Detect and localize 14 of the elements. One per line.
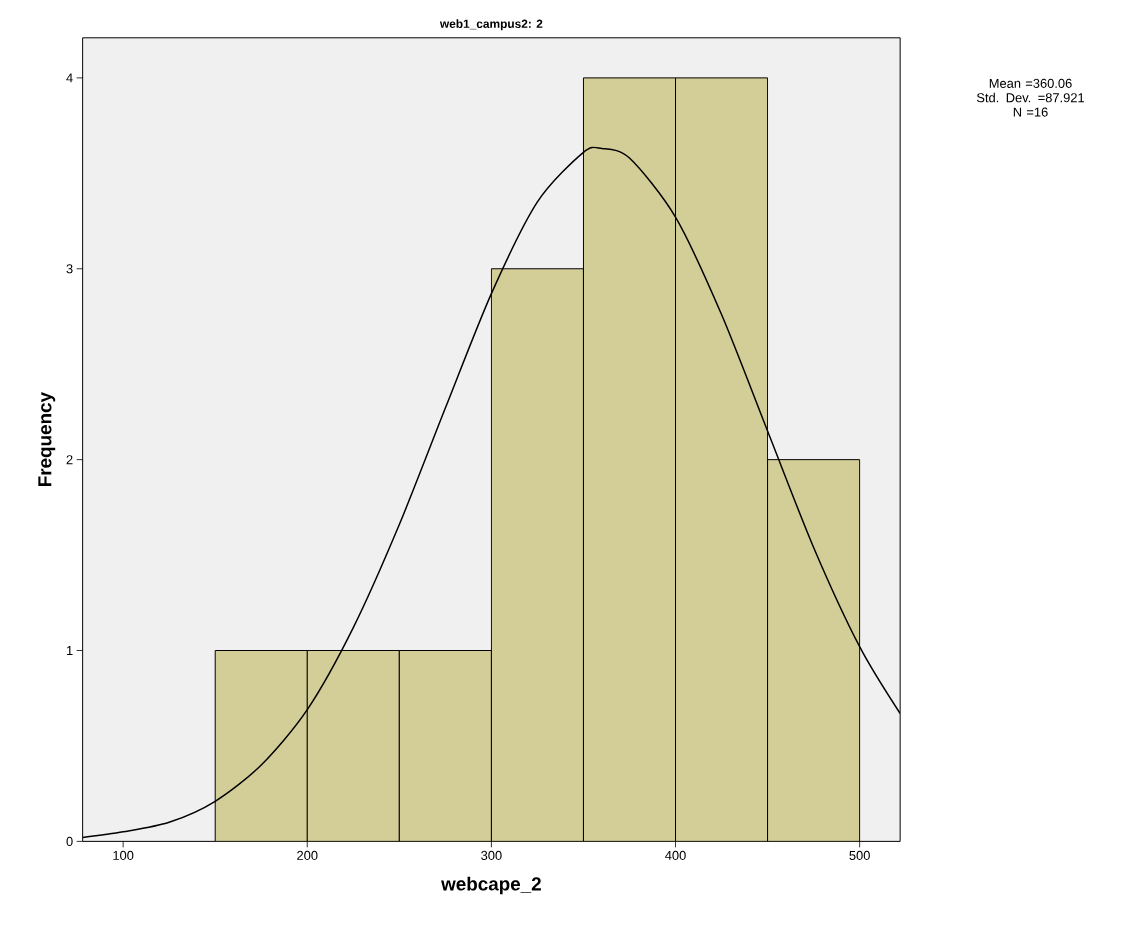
x-tick-label: 300 — [481, 850, 502, 860]
x-tick-label: 100 — [113, 850, 134, 860]
x-tick-label: 200 — [297, 850, 318, 860]
chart-title: web1_campus2: 2 — [439, 19, 543, 31]
x-tick-label: 500 — [849, 850, 870, 860]
y-tick-label: 1 — [66, 645, 73, 655]
y-tick-label: 3 — [66, 263, 73, 274]
y-tick-label: 0 — [66, 836, 73, 846]
y-tick-label: 2 — [66, 454, 73, 464]
x-axis-title: webcape_2 — [441, 876, 541, 895]
text: Mean =360.06 Std. Dev. =87.921 N =16 — [976, 78, 1085, 117]
x-tick-label: 400 — [665, 850, 686, 860]
y-axis-title: Frequency — [38, 391, 56, 486]
y-tick-label: 4 — [66, 73, 73, 83]
